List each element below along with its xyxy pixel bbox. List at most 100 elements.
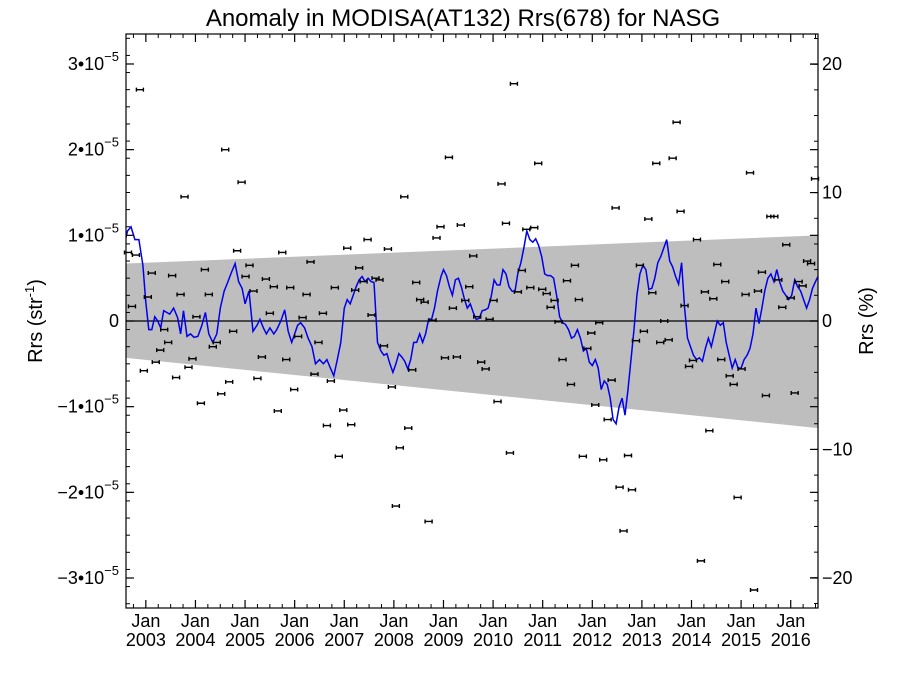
y-tick-exponent: −5 <box>104 220 119 235</box>
data-point-marker <box>749 588 759 593</box>
data-point-marker <box>432 235 441 240</box>
x-tick-year: 2006 <box>275 630 315 650</box>
data-point <box>476 360 486 365</box>
data-point-marker <box>652 161 661 166</box>
data-point-marker <box>774 277 783 282</box>
data-point <box>289 387 299 392</box>
data-point <box>278 250 287 255</box>
data-point-marker <box>411 280 421 285</box>
data-point <box>668 156 677 161</box>
data-point <box>465 284 474 289</box>
anomaly-line <box>126 225 818 426</box>
data-point-marker <box>461 298 470 303</box>
data-point <box>509 81 519 86</box>
data-point-marker <box>635 263 645 268</box>
data-point-marker <box>375 277 384 282</box>
data-point-marker <box>440 355 450 360</box>
y-axis-label-superscript: -1 <box>22 286 37 298</box>
data-point-marker <box>517 268 527 273</box>
data-point <box>729 382 738 387</box>
plot-area <box>123 33 820 609</box>
data-point <box>522 227 531 232</box>
data-point <box>135 87 145 92</box>
data-point-marker <box>709 296 718 301</box>
data-point <box>326 378 336 383</box>
data-point <box>415 297 425 302</box>
data-point <box>322 423 332 428</box>
data-point-marker <box>660 319 669 323</box>
data-point-marker <box>473 314 482 319</box>
data-point <box>497 181 506 186</box>
data-point <box>623 453 633 458</box>
x-tick-month: Jan <box>379 611 408 631</box>
data-point-marker <box>456 223 466 228</box>
data-point <box>367 313 376 318</box>
data-point-marker <box>408 367 417 372</box>
data-point <box>782 242 791 247</box>
data-point-marker <box>367 313 376 318</box>
data-point <box>424 519 433 524</box>
data-point <box>635 263 645 268</box>
data-point-marker <box>668 156 677 161</box>
data-point <box>404 426 413 431</box>
data-point-marker <box>562 278 572 283</box>
data-point <box>461 298 470 303</box>
data-point <box>469 253 478 258</box>
data-point <box>790 390 799 395</box>
data-point-marker <box>782 242 791 247</box>
data-point <box>330 285 340 290</box>
data-point <box>391 504 401 509</box>
data-point-marker <box>526 285 535 290</box>
data-point <box>660 319 669 323</box>
data-point <box>448 306 458 311</box>
data-point-marker <box>228 329 238 334</box>
y2-tick-label: −20 <box>822 568 853 588</box>
data-point <box>513 289 523 294</box>
data-point <box>778 305 787 310</box>
data-point-marker <box>285 285 295 290</box>
data-point <box>713 262 722 267</box>
data-point-marker <box>790 390 799 395</box>
data-point <box>432 235 441 240</box>
data-point-marker <box>672 120 681 125</box>
y-tick-mantissa: −2•10 <box>57 482 104 502</box>
x-tick-year: 2007 <box>324 630 364 650</box>
data-point <box>721 279 730 284</box>
data-point <box>749 588 759 593</box>
data-point <box>379 343 389 348</box>
x-tick-month: Jan <box>231 611 260 631</box>
data-point-marker <box>692 237 702 242</box>
data-point-marker <box>770 214 779 219</box>
data-point-marker <box>221 147 230 152</box>
data-point-marker <box>343 246 352 251</box>
data-point-marker <box>550 298 559 303</box>
data-point-marker <box>159 327 169 332</box>
data-points <box>123 81 820 593</box>
data-point <box>188 356 197 361</box>
x-tick-month: Jan <box>280 611 309 631</box>
data-point <box>644 217 653 222</box>
data-point-marker <box>298 315 307 320</box>
data-point <box>798 283 807 288</box>
data-point-marker <box>180 194 189 199</box>
data-point-marker <box>383 247 393 252</box>
data-point-marker <box>424 519 433 524</box>
data-point-marker <box>725 373 734 378</box>
data-point <box>578 454 588 459</box>
y-tick-label: 1•10−5 <box>68 220 119 245</box>
data-point-marker <box>713 262 722 267</box>
data-point-marker <box>595 320 604 325</box>
data-point-marker <box>163 340 173 345</box>
data-point <box>603 417 612 422</box>
data-point-marker <box>139 368 149 373</box>
series-line <box>126 225 818 426</box>
data-point <box>217 391 226 396</box>
data-point-marker <box>265 311 275 316</box>
data-point-marker <box>611 205 620 210</box>
data-point-marker <box>147 271 156 276</box>
data-point <box>770 214 779 219</box>
data-point-marker <box>444 155 454 160</box>
data-point <box>204 292 214 297</box>
data-point <box>700 289 710 294</box>
data-point-marker <box>273 408 282 413</box>
